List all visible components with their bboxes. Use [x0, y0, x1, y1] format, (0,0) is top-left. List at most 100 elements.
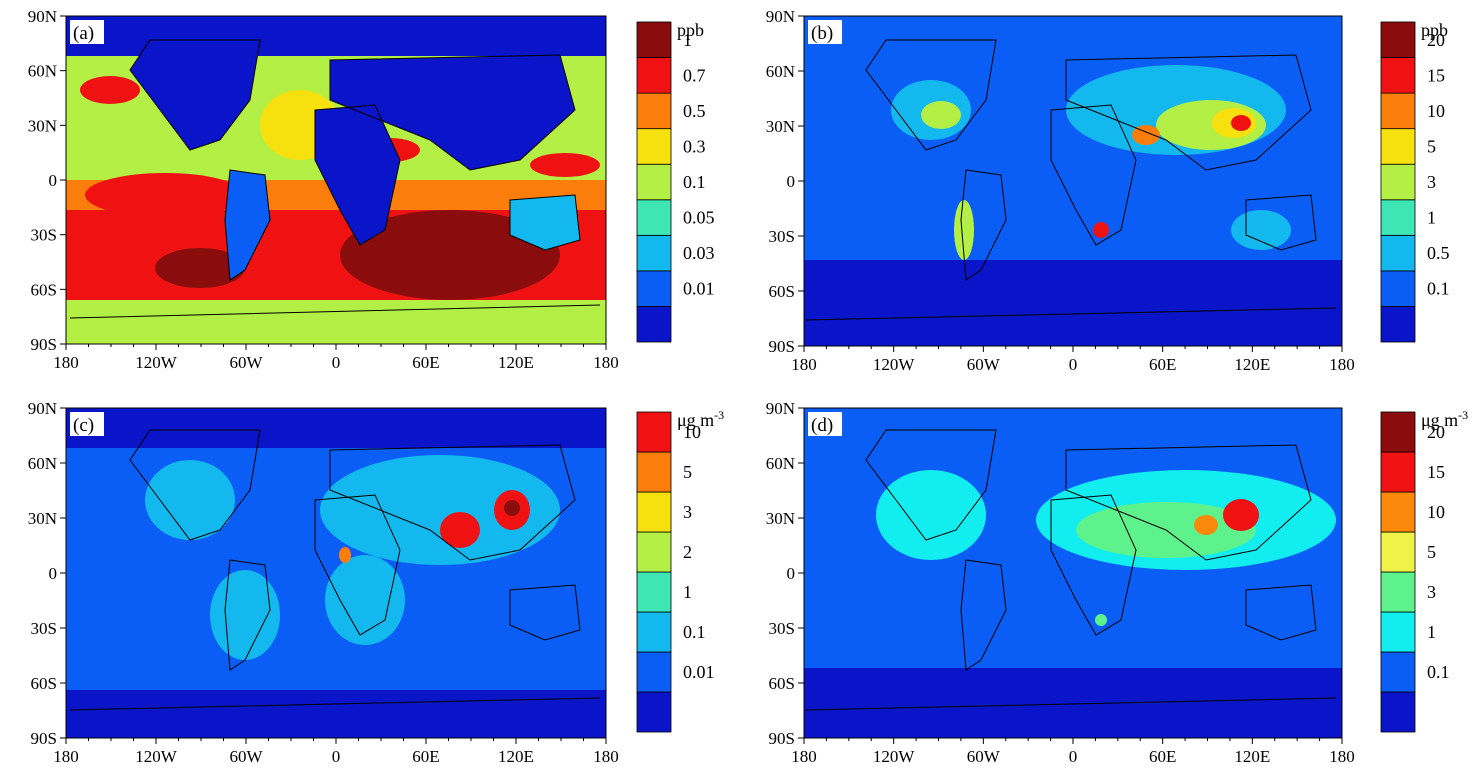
colorbar-swatch: [636, 270, 672, 307]
lon-tick-label: 60E: [412, 353, 439, 372]
colorbar-swatch: [1380, 411, 1416, 453]
lat-tick-label: 90S: [769, 729, 795, 748]
lon-tick-label: 0: [332, 353, 341, 372]
lon-tick-label: 180: [791, 355, 817, 374]
panel-d-svg: 180 120W 60W 0 60E 120E 180 90N60N30N030S60S90…: [766, 399, 1468, 766]
colorbar-swatch: [1380, 234, 1416, 272]
colorbar-level-label: 0.05: [683, 208, 715, 228]
lat-tick-label: 90N: [28, 399, 57, 418]
panel-label: (a): [73, 23, 94, 44]
panel-label-box: [808, 20, 842, 44]
lon-tick-label: 180: [53, 747, 79, 766]
panel-a: 180 120W 60W 0 60E 120E 180 90N 60N 30N 0 30S 60S 90…: [0, 0, 736, 390]
lat-tick-label: 0: [787, 172, 796, 191]
lon-tick-label: 60E: [1149, 747, 1176, 766]
lat-tick-label: 30N: [28, 509, 57, 528]
colorbar-level-label: 5: [683, 462, 692, 482]
colorbar-level-label: 0.1: [683, 172, 706, 192]
lon-tick-label: 120E: [498, 353, 534, 372]
colorbar-swatch: [1380, 128, 1416, 165]
panel-c-svg: 180 120W 60W 0 60E 120E 180 90N60N30N030S60S90…: [28, 399, 724, 766]
lon-tick-label: 60E: [1149, 355, 1176, 374]
lat-tick-label: 90S: [769, 337, 795, 356]
lon-ticks: 180 120W 60W 0 60E 120E 180: [791, 738, 1355, 766]
lon-tick-label: 60W: [967, 355, 1001, 374]
colorbar-level-label: 1: [1427, 208, 1436, 228]
lat-tick-label: 90S: [31, 335, 57, 354]
map-field: [66, 16, 606, 344]
colorbar-swatch: [1380, 21, 1416, 58]
colorbar-swatch: [1380, 451, 1416, 493]
colorbar-swatch: [636, 651, 672, 693]
colorbar-level-label: 0.03: [683, 243, 715, 263]
lat-ticks: 90N 60N 30N 0 30S 60S 90S: [766, 399, 804, 748]
colorbar-swatch: [636, 451, 672, 493]
colorbar-swatch: [636, 21, 672, 58]
colorbar-swatch: [636, 199, 672, 236]
lat-tick-label: 90N: [28, 7, 57, 26]
colorbar-level-label: 1: [1427, 622, 1436, 642]
colorbar-unit-label: μg m-3: [677, 408, 724, 430]
panel-label: (c): [73, 415, 94, 436]
panel-d: 180 120W 60W 0 60E 120E 180 90N 60N 30N 0 30S 60S 90…: [736, 390, 1472, 780]
colorbar-swatch: [636, 163, 672, 201]
colorbar-swatch: [1380, 571, 1416, 613]
colorbar-level-label: 3: [683, 502, 692, 522]
lon-tick-label: 0: [1069, 747, 1078, 766]
lat-tick-label: 60N: [766, 62, 795, 81]
lat-tick-label: 30N: [28, 116, 57, 135]
colorbar-level-label: 0.5: [1427, 243, 1450, 263]
colorbar-swatch: [636, 92, 672, 130]
colorbar-swatch: [1380, 270, 1416, 307]
colorbar-unit-label: ppb: [1421, 20, 1448, 40]
colorbar-level-label: 15: [1427, 65, 1445, 85]
panel-label-box: [70, 20, 104, 44]
colorbar-swatch: [636, 691, 672, 733]
colorbar-swatch: [1380, 491, 1416, 533]
colorbar-swatch: [636, 531, 672, 573]
colorbar-level-label: 1: [683, 30, 692, 50]
panel-label-box: [70, 412, 104, 436]
colorbar-level-label: 0.01: [683, 279, 715, 299]
colorbar-level-label: 20: [1427, 422, 1445, 442]
lon-tick-label: 180: [1329, 747, 1355, 766]
colorbar-level-label: 3: [1427, 582, 1436, 602]
colorbar-level-label: 10: [1427, 502, 1445, 522]
lon-tick-label: 60E: [412, 747, 439, 766]
lat-tick-label: 30N: [766, 509, 795, 528]
panel-label: (b): [811, 23, 833, 44]
lon-ticks: 180 120W 60W 0 60E 120E 180: [791, 346, 1355, 374]
lat-tick-label: 90N: [766, 399, 795, 418]
colorbar-level-label: 1: [683, 582, 692, 602]
colorbar-level-label: 0.3: [683, 136, 706, 156]
colorbar-level-label: 10: [683, 422, 701, 442]
lon-tick-label: 180: [593, 353, 619, 372]
lat-ticks: 90N 60N 30N 0 30S 60S 90S: [766, 7, 804, 356]
lon-ticks: 180 120W 60W 0 60E 120E 180: [53, 344, 619, 372]
lat-tick-label: 90S: [31, 729, 57, 748]
colorbar-level-label: 15: [1427, 462, 1445, 482]
panel-label: (d): [811, 415, 833, 436]
colorbar-level-label: 5: [1427, 542, 1436, 562]
colorbar-level-label: 10: [1427, 101, 1445, 121]
lon-tick-label: 120W: [135, 353, 178, 372]
colorbar-level-label: 5: [1427, 136, 1436, 156]
lat-ticks: 90N 60N 30N 0 30S 60S 90S: [28, 7, 66, 354]
map-field: [804, 16, 1342, 346]
panel-b-svg: 180 120W 60W 0 60E 120E 180 90N60N30N030S60S90…: [766, 7, 1450, 374]
colorbar-swatch: [1380, 531, 1416, 573]
colorbar-swatch: [1380, 611, 1416, 653]
map-field: [66, 408, 606, 738]
colorbar-swatch: [636, 128, 672, 165]
lon-tick-label: 180: [593, 747, 619, 766]
colorbar-swatch: [1380, 92, 1416, 130]
colorbar-swatch: [1380, 57, 1416, 94]
colorbar-swatch: [1380, 306, 1416, 343]
colorbar-level-label: 3: [1427, 172, 1436, 192]
lon-tick-label: 0: [332, 747, 341, 766]
panel-c: 180 120W 60W 0 60E 120E 180 90N 60N 30N 0 30S 60S 90…: [0, 390, 736, 780]
lat-tick-label: 30S: [769, 227, 795, 246]
